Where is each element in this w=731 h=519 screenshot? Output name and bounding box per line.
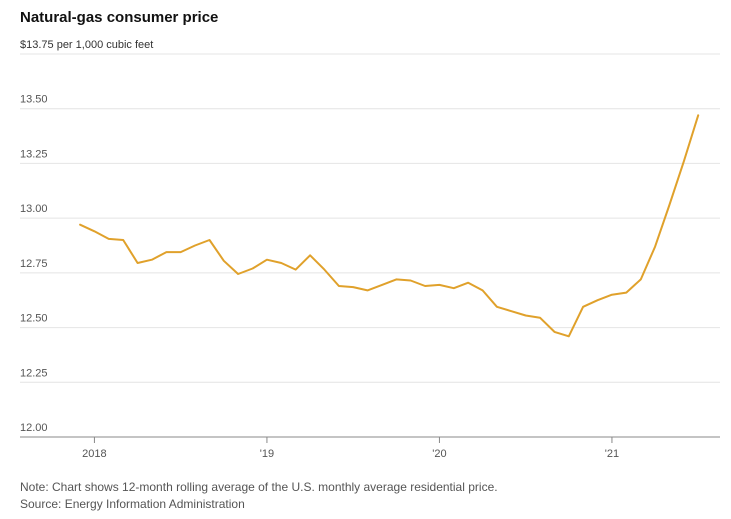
price-series-line <box>79 114 700 338</box>
y-axis-unit-label: $13.75 per 1,000 cubic feet <box>20 39 153 51</box>
x-tick-label: '20 <box>432 448 446 460</box>
note-text: Note: Chart shows 12-month rolling avera… <box>20 480 498 494</box>
series-layer <box>79 114 700 338</box>
chart-title: Natural-gas consumer price <box>20 9 219 26</box>
y-axis-ticks: $13.75 per 1,000 cubic feet 13.50 13.25 13.… <box>20 39 153 434</box>
y-tick-label: 13.50 <box>20 94 48 106</box>
source-text: Source: Energy Information Administratio… <box>20 497 245 511</box>
gridlines <box>20 53 720 438</box>
chart-footnote: Note: Chart shows 12-month rolling avera… <box>20 479 498 513</box>
x-tick-label: '19 <box>260 448 274 460</box>
x-tick-label: 2018 <box>82 448 106 460</box>
y-tick-label: 12.00 <box>20 422 48 434</box>
y-tick-label: 13.00 <box>20 203 48 215</box>
x-tick-label: '21 <box>605 448 619 460</box>
y-tick-label: 13.25 <box>20 148 48 160</box>
y-tick-label: 12.75 <box>20 258 48 270</box>
y-tick-label: 12.50 <box>20 313 48 325</box>
x-axis-ticks: 2018 '19 '20 '21 <box>82 437 619 460</box>
y-tick-label: 12.25 <box>20 367 48 379</box>
